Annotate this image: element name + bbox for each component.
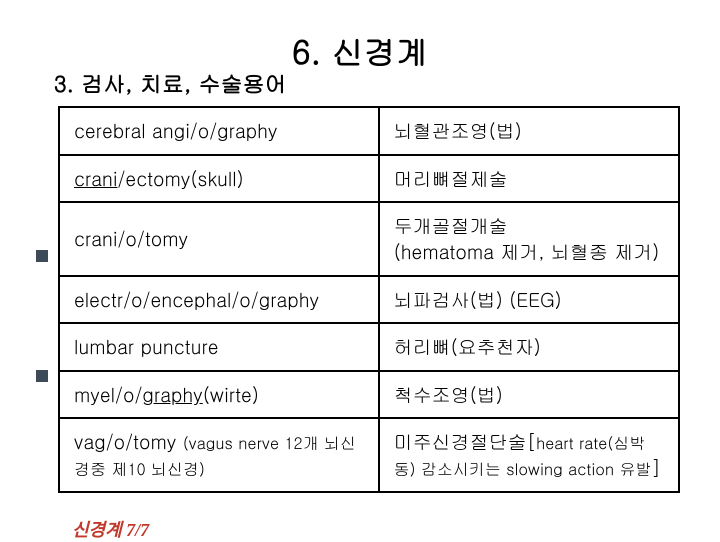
table-row: vag/o/tomy (vagus nerve 12개 뇌신경중 제10 뇌신경… (59, 418, 679, 491)
term-korean: 뇌파검사(법) (EEG) (379, 276, 679, 324)
bullet-icon (36, 370, 48, 382)
term-korean: 뇌혈관조영(법) (379, 107, 679, 155)
term-english: crani/ectomy(skull) (59, 155, 379, 203)
bullet-icon (36, 250, 48, 262)
term-korean: 척수조영(법) (379, 371, 679, 419)
table-row: cerebral angi/o/graphy뇌혈관조영(법) (59, 107, 679, 155)
page-footer: 신경계 7/7 (72, 516, 149, 542)
term-english: myel/o/graphy(wirte) (59, 371, 379, 419)
term-korean: 머리뼈절제술 (379, 155, 679, 203)
table-row: myel/o/graphy(wirte)척수조영(법) (59, 371, 679, 419)
table-row: crani/ectomy(skull)머리뼈절제술 (59, 155, 679, 203)
term-korean: 두개골절개술(hematoma 제거, 뇌혈종 제거) (379, 202, 679, 275)
term-korean: 허리뼈(요추천자) (379, 323, 679, 371)
term-english: electr/o/encephal/o/graphy (59, 276, 379, 324)
term-english: cerebral angi/o/graphy (59, 107, 379, 155)
chapter-title: 6. 신경계 (292, 28, 428, 73)
table-row: lumbar puncture허리뼈(요추천자) (59, 323, 679, 371)
term-korean: 미주신경절단술[heart rate(심박동) 감소시키는 slowing ac… (379, 418, 679, 491)
section-title: 3. 검사, 치료, 수술용어 (54, 68, 287, 99)
table-row: electr/o/encephal/o/graphy뇌파검사(법) (EEG) (59, 276, 679, 324)
term-english: vag/o/tomy (vagus nerve 12개 뇌신경중 제10 뇌신경… (59, 418, 379, 491)
table-row: crani/o/tomy두개골절개술(hematoma 제거, 뇌혈종 제거) (59, 202, 679, 275)
terminology-table: cerebral angi/o/graphy뇌혈관조영(법)crani/ecto… (58, 106, 680, 493)
term-english: lumbar puncture (59, 323, 379, 371)
term-english: crani/o/tomy (59, 202, 379, 275)
